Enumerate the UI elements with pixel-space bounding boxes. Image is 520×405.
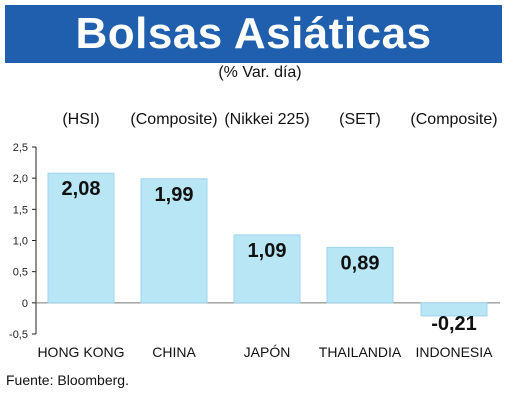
bar-value-label: 1,09 (248, 240, 287, 262)
y-tick-label: 2,0 (13, 173, 28, 185)
bar (326, 246, 394, 304)
category-label: JAPÓN (244, 344, 291, 360)
y-tick-label: 2,5 (13, 142, 28, 154)
title-banner: Bolsas Asiáticas (5, 5, 502, 63)
bar-value-label: -0,21 (431, 313, 477, 335)
y-tick-label: 1,0 (13, 236, 28, 248)
category-label: INDONESIA (415, 344, 493, 360)
bar-value-label: 1,99 (155, 184, 194, 206)
index-name-label: (HSI) (62, 111, 99, 128)
chart-subtitle: (% Var. día) (218, 64, 302, 81)
index-name-label: (Composite) (130, 111, 217, 128)
chart-title: Bolsas Asiáticas (75, 9, 432, 58)
y-tick-label: 1,5 (13, 204, 28, 216)
index-name-label: (Composite) (410, 111, 497, 128)
category-label: THAILANDIA (319, 344, 402, 360)
bar-value-label: 2,08 (62, 178, 101, 200)
bar (233, 234, 301, 304)
y-tick-label: 0 (22, 298, 28, 310)
bar (420, 302, 488, 317)
index-name-label: (SET) (339, 111, 381, 128)
category-label: HONG KONG (37, 344, 124, 360)
bar (47, 172, 115, 304)
y-tick-label: -0,5 (9, 329, 28, 341)
y-tick-label: 0,5 (13, 267, 28, 279)
index-name-label: (Nikkei 225) (224, 111, 309, 128)
category-label: CHINA (152, 344, 196, 360)
source-note: Fuente: Bloomberg. (6, 372, 129, 388)
bar (140, 178, 208, 304)
bar-value-label: 0,89 (341, 252, 380, 274)
